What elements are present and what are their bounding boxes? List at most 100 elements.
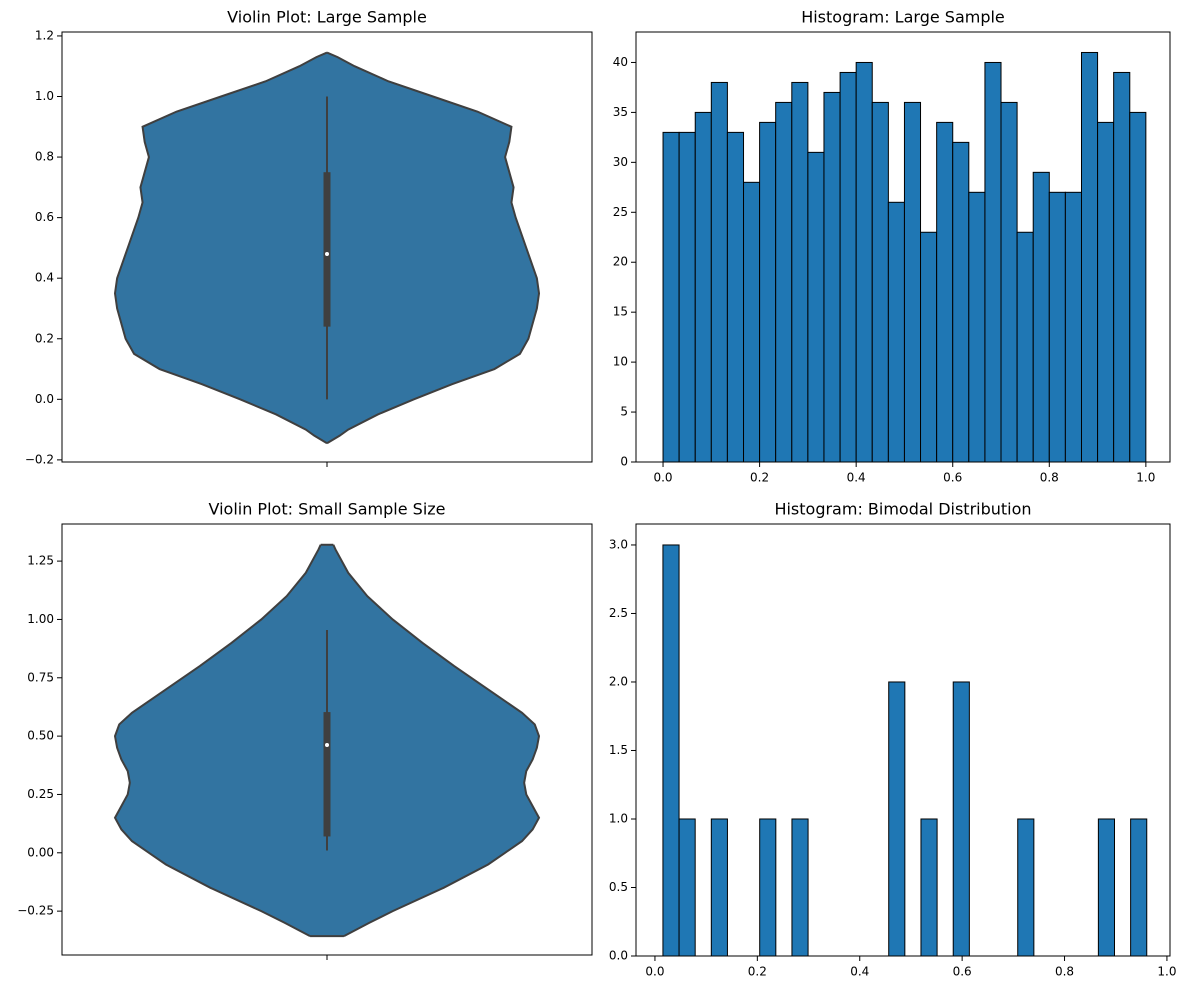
bar [903,101,922,463]
y-tick-label: 5 [620,405,628,419]
bar [952,681,970,957]
y-tick-label: 2.5 [609,606,628,620]
y-tick-label: 2.0 [609,674,628,688]
y-tick-label: 25 [613,205,628,219]
y-tick-label: 0.4 [35,271,54,285]
bar [952,141,970,463]
x-tick-label: 0.0 [645,965,664,979]
median [325,742,329,747]
x-tick-label: 0.6 [953,965,972,979]
bar [726,131,745,463]
bar [1016,231,1034,463]
bar [823,91,841,463]
y-tick-label: 30 [613,155,628,169]
bar [1048,191,1066,463]
bar [1113,71,1131,463]
bar [1130,818,1148,957]
bar [710,818,728,957]
bar [791,818,809,957]
violin-body [327,544,539,937]
violin-body [115,544,327,937]
x-tick-label: 0.6 [943,471,962,485]
bar [791,81,809,463]
bar [710,81,728,463]
bar [920,231,938,463]
violin-outline [113,544,322,937]
bar [920,818,938,957]
x-tick-label: 0.8 [1040,471,1059,485]
axes-frame [635,31,1171,463]
axes-frame [635,523,1171,957]
y-tick-label: 1.2 [35,28,54,42]
axes-frame [61,31,593,463]
bar [662,131,680,463]
y-tick-label: 0.8 [35,150,54,164]
bar [1064,191,1082,463]
bar [678,131,696,463]
y-tick-label: 3.0 [609,537,628,551]
bar [1097,818,1116,957]
y-tick-label: 0.6 [35,210,54,224]
violin-body [327,52,539,444]
bar [936,121,954,463]
x-tick-label: 1.0 [1136,471,1155,485]
y-tick-label: 0.0 [609,949,628,963]
chart-title: Violin Plot: Large Sample [227,8,427,27]
box [323,172,331,327]
x-tick-label: 0.4 [850,965,869,979]
y-tick-label: 1.25 [27,554,54,568]
chart-title: Violin Plot: Small Sample Size [208,500,445,519]
bar [662,544,680,957]
x-tick-label: 0.4 [847,471,866,485]
x-tick-label: 0.2 [748,965,767,979]
violin-body [115,52,327,444]
x-tick-label: 0.0 [653,471,672,485]
y-tick-label: 20 [613,255,628,269]
bar [887,201,905,463]
bar [775,101,793,463]
bar [984,61,1002,463]
y-tick-label: 0.5 [609,880,628,894]
y-tick-label: 0.00 [27,845,54,859]
bar [1129,111,1147,463]
bar [694,111,712,463]
y-tick-label: 0 [620,455,628,469]
y-tick-label: −0.25 [17,904,54,918]
bar [855,61,873,463]
bar [1080,51,1099,463]
violin-outline [326,51,541,445]
y-tick-label: 10 [613,355,628,369]
median [325,251,329,256]
y-tick-label: 1.00 [27,612,54,626]
bar [871,101,889,463]
y-tick-label: 35 [613,105,628,119]
y-tick-label: 0.25 [27,787,54,801]
x-tick-label: 1.0 [1157,965,1176,979]
bar [759,121,777,463]
y-tick-label: 0.50 [27,729,54,743]
bar [888,681,906,957]
violin-outline [332,544,541,937]
y-tick-label: −0.2 [25,452,54,466]
x-tick-label: 0.8 [1055,965,1074,979]
bar [1032,171,1050,463]
bar [678,818,696,957]
bar [807,151,825,463]
y-tick-label: 0.0 [35,392,54,406]
violin-outline [113,51,328,445]
bar [1017,818,1035,957]
y-tick-label: 0.75 [27,670,54,684]
bar [839,71,857,463]
y-tick-label: 1.5 [609,743,628,757]
chart-title: Histogram: Bimodal Distribution [774,500,1031,519]
bar [968,191,986,463]
axes-frame [61,523,593,956]
bar [743,181,761,463]
y-tick-label: 0.2 [35,331,54,345]
y-tick-label: 1.0 [609,811,628,825]
x-tick-label: 0.2 [750,471,769,485]
y-tick-label: 1.0 [35,89,54,103]
bar [1097,121,1115,463]
y-tick-label: 15 [613,305,628,319]
